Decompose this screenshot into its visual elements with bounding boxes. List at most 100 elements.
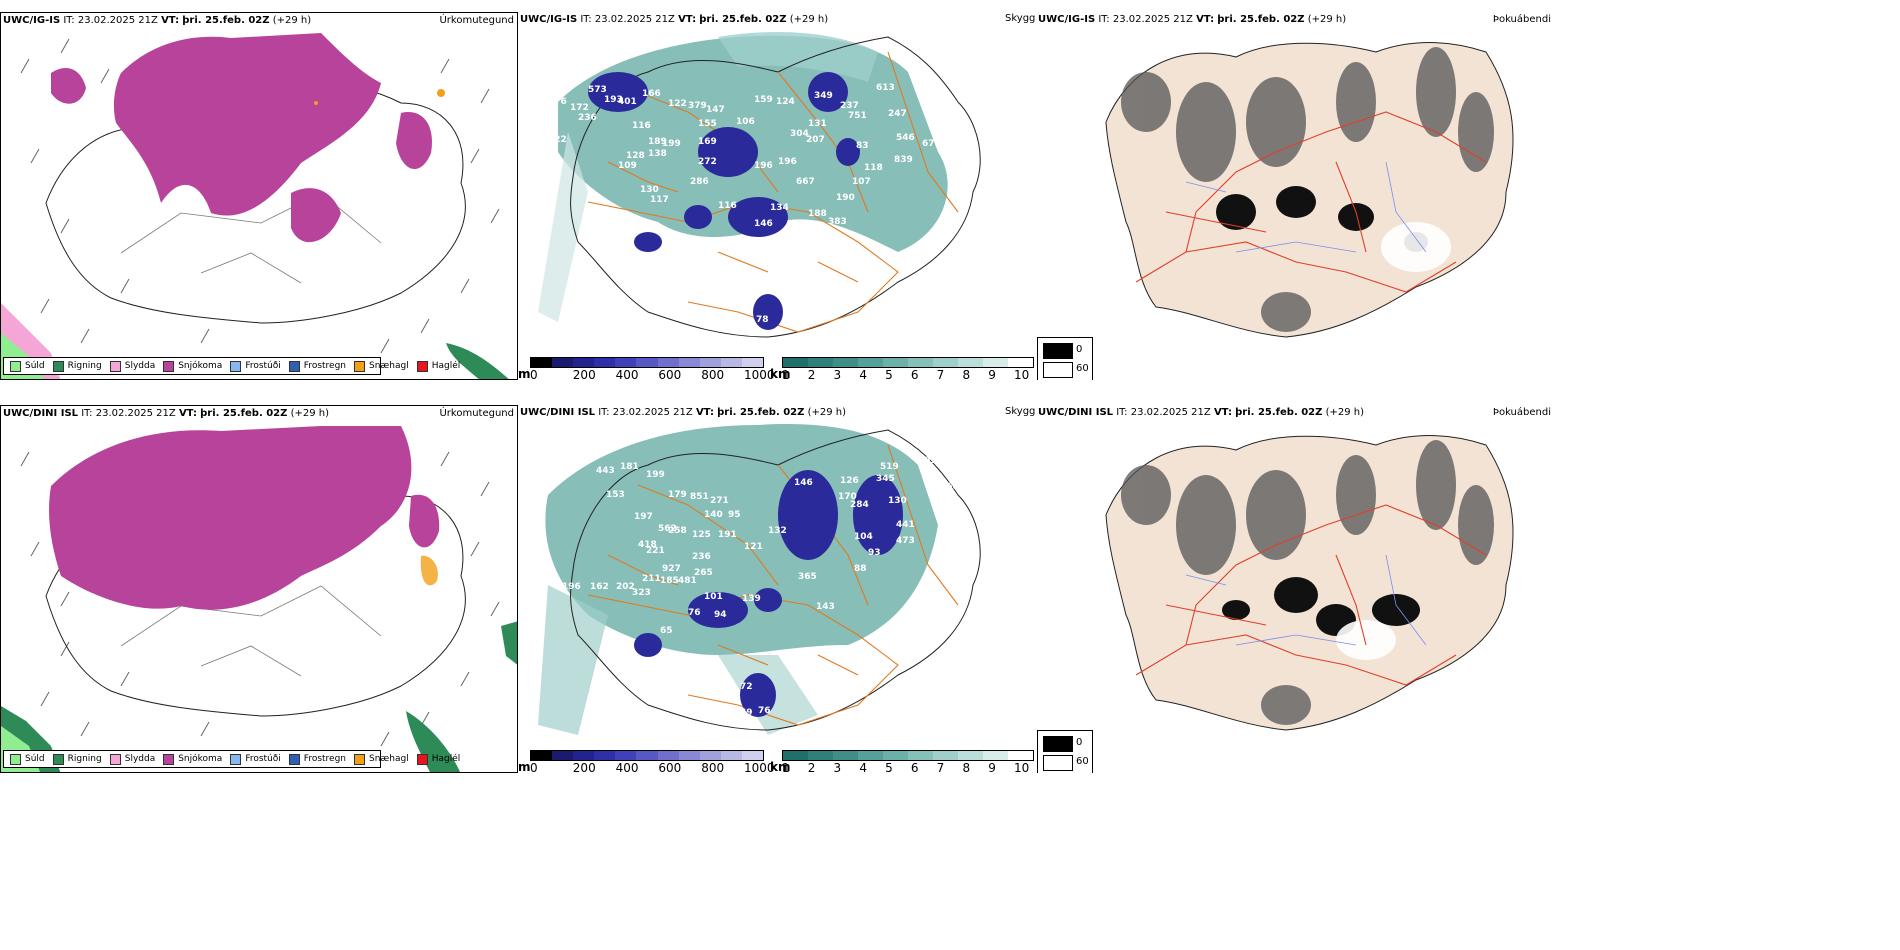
panel-header-top-precip: UWC/IG-IS IT: 23.02.2025 21Z VT: þri. 25…: [3, 15, 311, 26]
legend-item-0: Súld: [10, 360, 45, 372]
colorbar-bin: [615, 358, 637, 367]
fog-legend-label-0: 0: [1076, 737, 1083, 748]
ceiling-label: 286: [690, 177, 709, 187]
ceiling-label: 130: [640, 185, 659, 195]
precip-legend-top: Súld Rigning Slydda Snjókoma Frostúði Frostre…: [3, 357, 460, 375]
ceiling-label: 345: [876, 474, 895, 484]
legend-label: Haglél: [431, 361, 461, 371]
ceiling-label: 196: [778, 157, 797, 167]
colorbar-bin: [908, 751, 933, 760]
colorbar-bin: [833, 358, 858, 367]
ceiling-label: 383: [828, 217, 847, 227]
colorbar-bin: [552, 751, 574, 760]
ceiling-label: 146: [754, 219, 773, 229]
legend-swatch: [10, 753, 21, 765]
precip-map-top: UWC/IG-IS IT: 23.02.2025 21Z VT: þri. 25…: [0, 12, 518, 380]
valid-label: VT:: [678, 14, 697, 25]
ceiling-label: 101: [704, 592, 723, 602]
colorbar-bin: [657, 751, 679, 760]
ceiling-label: 80: [736, 315, 749, 325]
legend-item-5: Frostregn: [288, 360, 347, 372]
ceiling-label: 258: [668, 526, 687, 536]
legend-item-2: Slydda: [109, 360, 155, 372]
colorbar-bin: [531, 751, 553, 760]
colorbar-bin: [883, 358, 908, 367]
legend-item-4: Frostúði: [230, 360, 281, 372]
lead-time: (+29 h): [1325, 407, 1365, 418]
colorbar-tick: 9: [988, 761, 996, 775]
ceiling-label: 185: [660, 576, 679, 586]
colorbar-tick: 2: [807, 761, 816, 775]
ceiling-label: 349: [814, 91, 833, 101]
colorbar-bin: [883, 751, 908, 760]
fog-map-canvas-bottom: [1036, 435, 1514, 769]
ceiling-label: 76: [688, 608, 701, 618]
legend-swatch: [109, 360, 121, 372]
field-name-fog: Þokuábendi: [1492, 407, 1551, 418]
visibility-map-canvas-bottom: 443 181 199 153 179 197 562 221 851 271 …: [538, 424, 981, 735]
fog-legend-top: 0 60: [1037, 337, 1093, 380]
ceiling-label: 211: [642, 574, 661, 584]
legend-swatch: [416, 753, 428, 765]
colorbar-bin: [833, 751, 858, 760]
height-colorbar-bottom: m 0 200 400 600 800 1000: [518, 750, 775, 775]
precip-map-bottom: UWC/DINI ISL IT: 23.02.2025 21Z VT: þri.…: [0, 405, 518, 773]
model-name: UWC/IG-IS: [3, 15, 61, 26]
legend-label: Frostregn: [303, 361, 347, 371]
ceiling-label: 78: [756, 315, 769, 325]
colorbar-tick: 1: [782, 761, 790, 775]
colorbar-bin: [573, 751, 595, 760]
panel-header-bottom-fog: UWC/DINI ISL IT: 23.02.2025 21Z VT: þri.…: [1038, 407, 1364, 418]
colorbar-bin: [783, 358, 808, 367]
ceiling-label: 56: [936, 510, 949, 520]
panel-header-bottom-precip: UWC/DINI ISL IT: 23.02.2025 21Z VT: þri.…: [3, 408, 329, 419]
ceiling-label: 95: [728, 510, 741, 520]
ceiling-label: 88: [854, 564, 867, 574]
ceiling-label: 418: [638, 540, 657, 550]
ceiling-label: 271: [710, 496, 729, 506]
colorbar-tick: 0: [530, 761, 538, 775]
colorbar-bin: [699, 751, 721, 760]
ceiling-label: 130: [888, 496, 907, 506]
colorbar-bin: [958, 358, 983, 367]
colorbar-bin: [783, 751, 808, 760]
colorbar-tick: 800: [701, 368, 725, 382]
field-name-precip: Úrkomutegund: [439, 408, 514, 419]
colorbar-bin: [1008, 358, 1033, 367]
legend-item-1: Rigning: [52, 753, 102, 765]
colorbar-tick: 5: [885, 761, 893, 775]
ceiling-label: 207: [806, 135, 825, 145]
colorbar-bin: [933, 358, 958, 367]
colorbar-tick: 1000: [744, 761, 775, 775]
ceiling-label: 83: [856, 141, 869, 151]
fog-legend-swatch-60: [1043, 755, 1073, 771]
ceiling-label: 109: [618, 161, 637, 171]
ceiling-label: 222: [548, 135, 567, 145]
ceiling-label: 473: [896, 536, 915, 546]
colorbar-tick: 1: [782, 368, 790, 382]
colorbar-tick: 2: [807, 368, 816, 382]
ceiling-label: 441: [896, 520, 915, 530]
colorbar-tick: 10: [1014, 368, 1030, 382]
fog-legend-swatch-0: [1043, 736, 1073, 752]
fog-legend-bottom: 0 60: [1037, 730, 1093, 773]
legend-label: Slydda: [124, 754, 156, 764]
colorbar-bin: [1008, 751, 1033, 760]
fog-map-top: UWC/IG-IS IT: 23.02.2025 21Z VT: þri. 25…: [1036, 12, 1554, 380]
ceiling-label: 155: [698, 119, 717, 129]
ceiling-label: 94: [714, 610, 727, 620]
ceiling-label: 839: [894, 155, 913, 165]
colorbar-tick: 7: [936, 761, 945, 775]
ceiling-label: 546: [896, 133, 915, 143]
visibility-colorbar-top: km 1 2 3 4 5 6 7 8 9 10: [770, 357, 1036, 382]
ceiling-label: 116: [718, 201, 737, 211]
valid-time: þri. 25.feb. 02Z: [1217, 14, 1305, 25]
colorbar-tick: 800: [701, 761, 725, 775]
colorbar-tick: 10: [1014, 761, 1030, 775]
valid-time: þri. 25.feb. 02Z: [200, 408, 288, 419]
snow-area: [49, 426, 412, 610]
colorbar-tick: 400: [615, 761, 639, 775]
ceiling-label: 140: [704, 510, 723, 520]
panel-header-bottom-visibility: UWC/DINI ISL IT: 23.02.2025 21Z VT: þri.…: [520, 407, 846, 418]
colorbar-strip: [530, 357, 764, 368]
